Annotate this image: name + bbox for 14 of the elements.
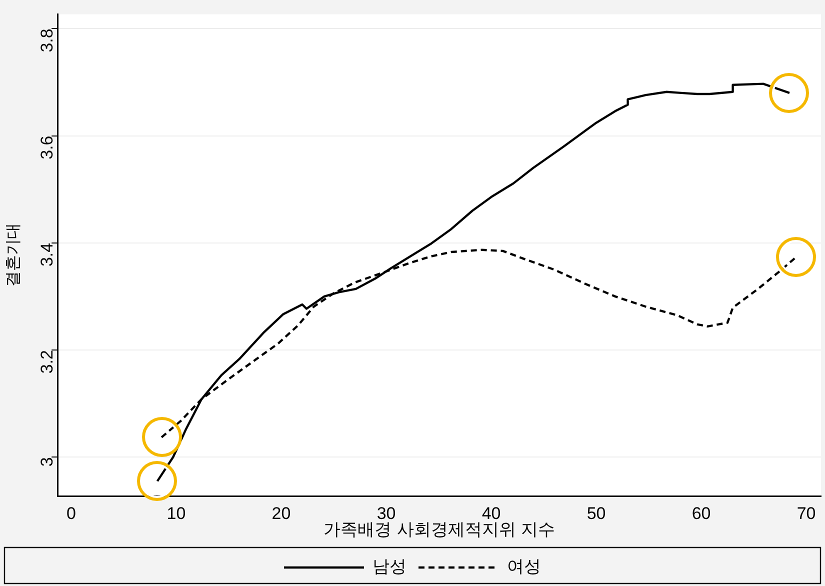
y-axis-title: 결혼기대 [2,223,22,288]
legend-label: 여성 [507,556,541,577]
y-tick-label: 3 [37,457,56,467]
x-tick-label: 10 [166,504,186,524]
x-tick-label: 60 [692,504,711,524]
x-tick-label: 50 [586,504,606,524]
x-tick-label: 20 [272,504,291,524]
x-tick-label: 70 [796,504,816,524]
x-tick-label: 0 [66,504,76,524]
y-tick-label: 3.4 [37,242,56,267]
y-tick-label: 3.2 [37,350,56,374]
legend-label: 남성 [372,556,406,577]
y-tick-label: 3.6 [37,136,56,160]
y-tick-label: 3.8 [37,28,56,52]
